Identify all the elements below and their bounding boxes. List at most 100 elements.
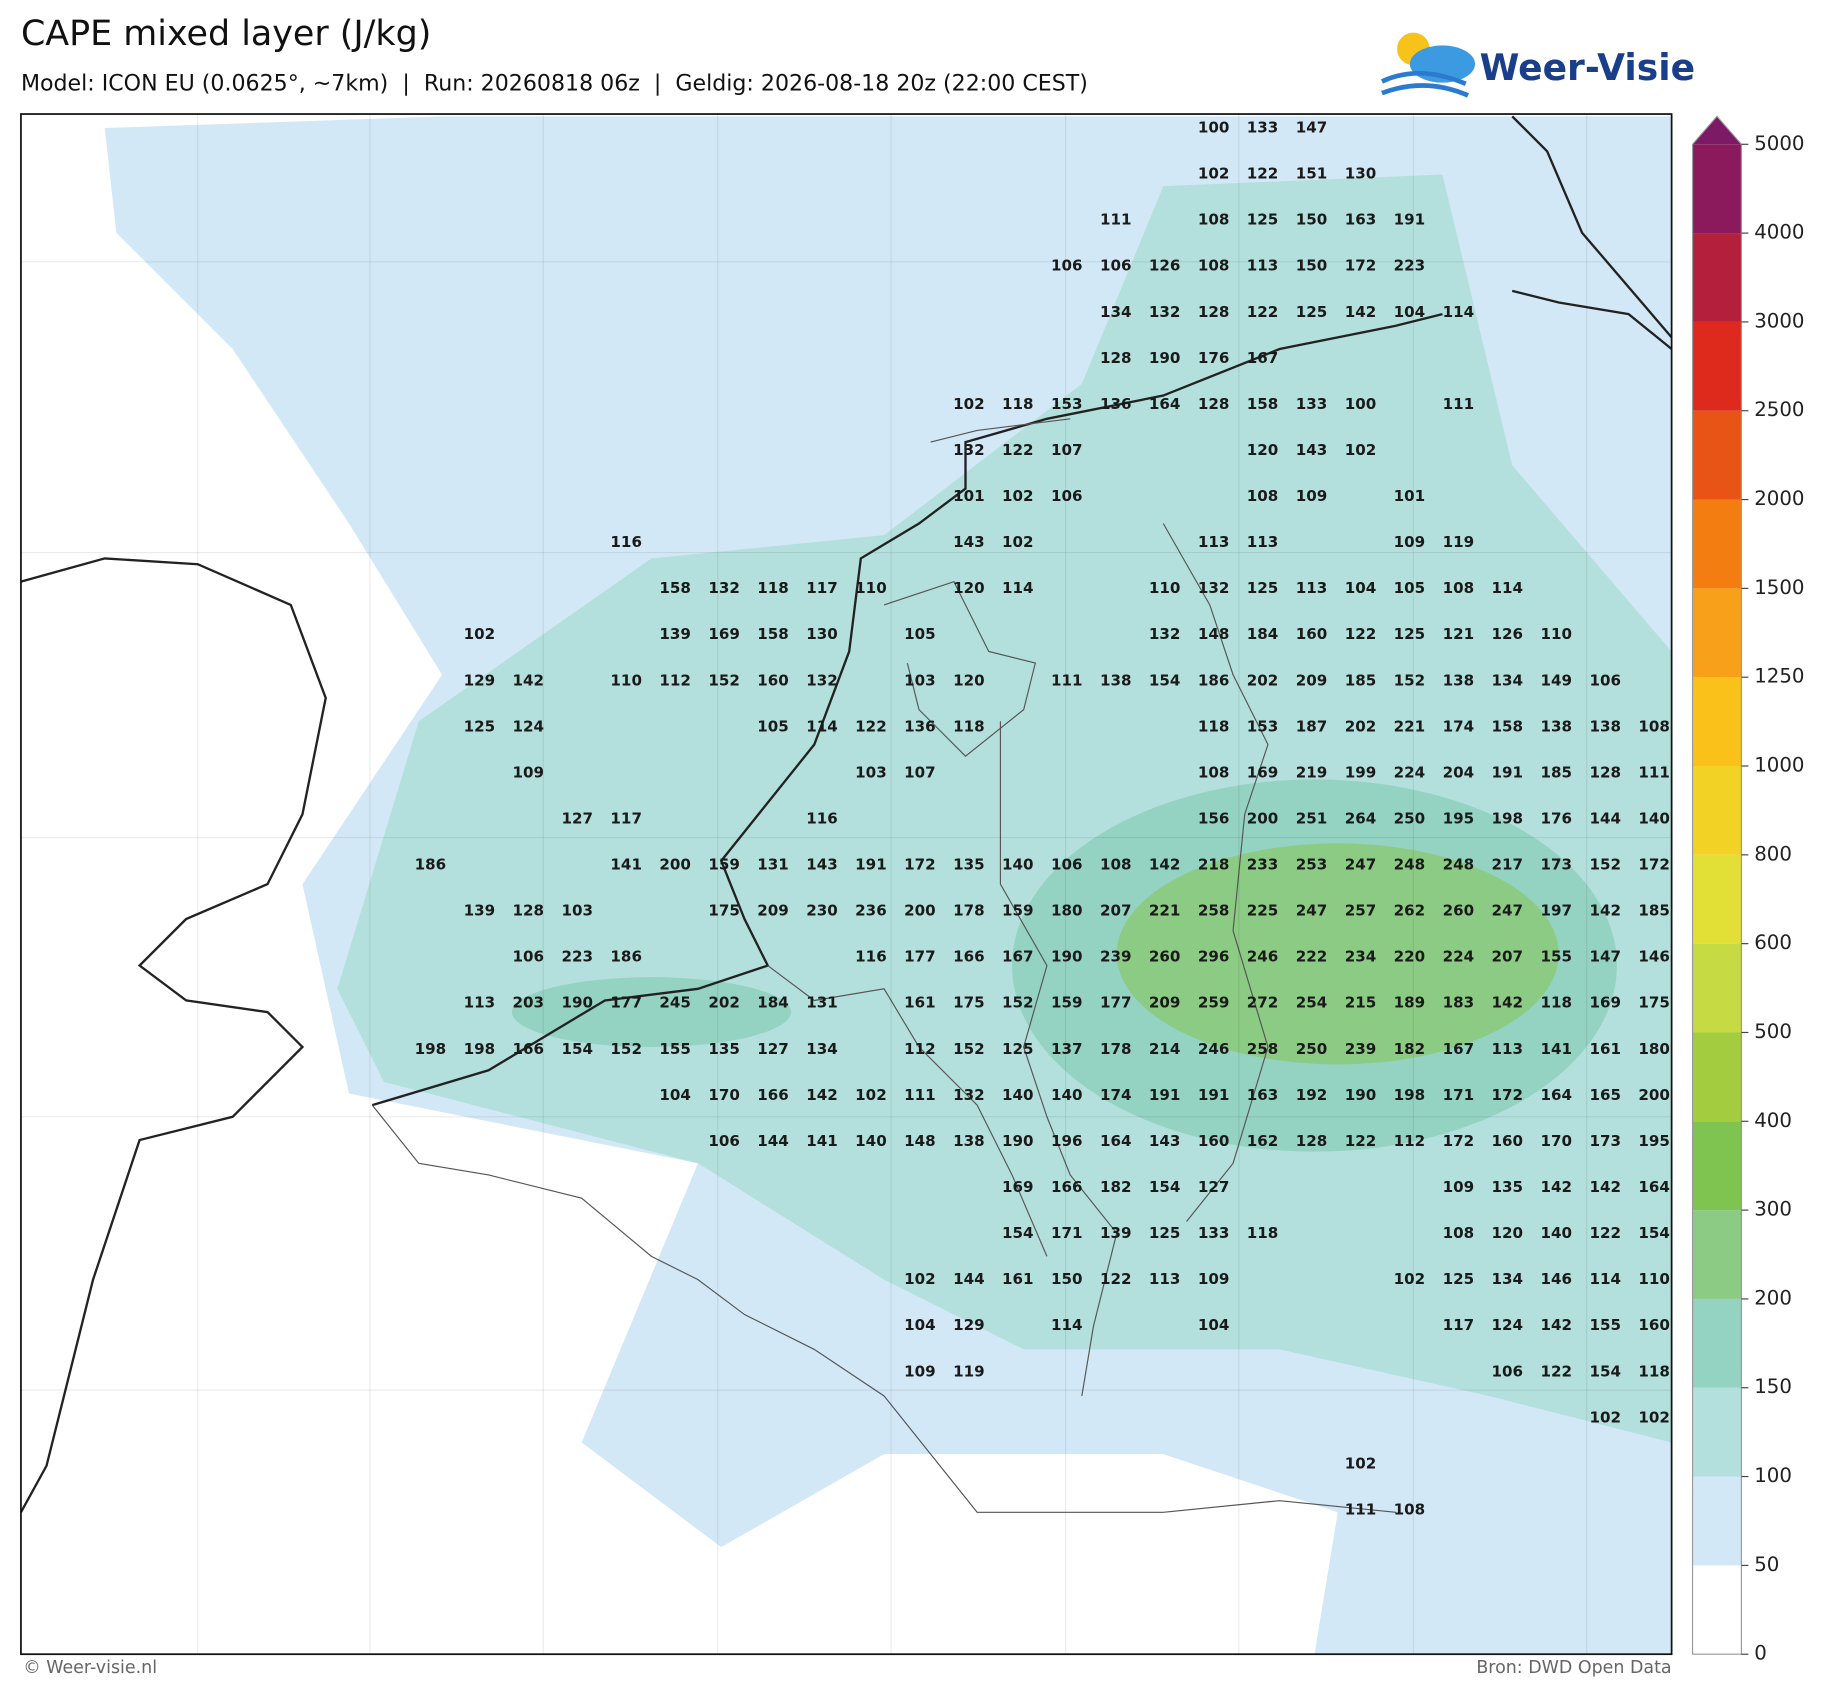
value-label: 158 [659,579,691,597]
value-label: 178 [1100,1040,1132,1058]
colorbar-band [1692,1387,1742,1477]
value-label: 126 [1492,625,1524,643]
value-label: 125 [1247,579,1279,597]
colorbar-band [1692,144,1742,234]
value-label: 132 [953,1086,985,1104]
value-label: 214 [1149,1040,1181,1058]
value-label: 248 [1394,856,1426,874]
value-label: 144 [953,1270,985,1288]
value-label: 186 [415,856,447,874]
value-label: 100 [1345,395,1377,413]
value-label: 108 [1100,856,1132,874]
value-label: 233 [1247,856,1279,874]
value-label: 171 [1443,1086,1475,1104]
value-label: 104 [1198,1316,1230,1334]
value-label: 254 [1296,994,1328,1012]
value-label: 230 [806,902,838,920]
value-label: 234 [1345,948,1377,966]
value-label: 132 [953,441,985,459]
value-label: 128 [1100,349,1132,367]
value-label: 127 [561,809,593,827]
value-label: 125 [1296,303,1328,321]
colorbar-band [1692,410,1742,500]
value-label: 177 [904,948,936,966]
value-label: 186 [1198,671,1230,689]
value-label: 133 [1198,1224,1230,1242]
value-label: 150 [1051,1270,1083,1288]
value-label: 125 [1394,625,1426,643]
value-label: 142 [1589,902,1621,920]
value-label: 172 [1492,1086,1524,1104]
value-label: 143 [1296,441,1328,459]
value-label: 195 [1443,809,1475,827]
value-label: 111 [1638,763,1670,781]
value-label: 120 [953,579,985,597]
value-label: 207 [1100,902,1132,920]
value-label: 101 [953,487,985,505]
value-label: 177 [1100,994,1132,1012]
value-label: 190 [1149,349,1181,367]
value-label: 147 [1589,948,1621,966]
value-label: 125 [1247,211,1279,229]
value-label: 103 [904,671,936,689]
colorbar-tick-label: 600 [1754,931,1792,954]
colorbar-frame [1691,115,1742,1655]
value-label: 106 [1051,487,1083,505]
value-label: 147 [1296,119,1328,137]
value-label: 195 [1638,1132,1670,1150]
value-label: 122 [1540,1362,1572,1380]
value-label: 175 [1638,994,1670,1012]
value-label: 122 [1345,1132,1377,1150]
value-label: 218 [1198,856,1230,874]
value-label: 164 [1100,1132,1132,1150]
value-label: 191 [1198,1086,1230,1104]
value-label: 191 [1149,1086,1181,1104]
value-label: 129 [464,671,496,689]
value-label: 169 [1002,1178,1034,1196]
value-label: 136 [1100,395,1132,413]
value-label: 134 [1100,303,1132,321]
value-label: 142 [1492,994,1524,1012]
value-label: 121 [1443,625,1475,643]
cape-area [511,977,792,1047]
value-label: 102 [1345,441,1377,459]
value-label: 221 [1149,902,1181,920]
value-label: 108 [1198,257,1230,275]
value-label: 224 [1443,948,1475,966]
map: 100 133 147 102 122 151 130 111 108 125 150 163 191 1… [19,113,1673,1656]
cape-area [1116,843,1559,1065]
colorbar-band [1692,321,1742,411]
value-label: 160 [1492,1132,1524,1150]
value-label: 127 [1198,1178,1230,1196]
value-label: 164 [1149,395,1181,413]
value-label: 296 [1198,948,1230,966]
value-label: 120 [953,671,985,689]
value-label: 140 [1002,856,1034,874]
value-label: 172 [904,856,936,874]
value-label: 169 [708,625,740,643]
value-label: 112 [1394,1132,1426,1150]
value-label: 113 [1247,533,1279,551]
value-label: 199 [1345,763,1377,781]
value-label: 136 [904,717,936,735]
value-label: 119 [953,1362,985,1380]
value-label: 142 [513,671,545,689]
value-label: 198 [464,1040,496,1058]
colorbar-band [1692,499,1742,589]
value-label: 122 [1247,165,1279,183]
colorbar-tick-label: 500 [1754,1020,1792,1043]
value-label: 175 [708,902,740,920]
colorbar-tick-label: 300 [1754,1198,1792,1221]
value-label: 102 [1345,1454,1377,1472]
value-label: 132 [1149,303,1181,321]
value-label: 196 [1051,1132,1083,1150]
value-label: 106 [1589,671,1621,689]
value-label: 105 [1394,579,1426,597]
colorbar-tick-label: 200 [1754,1286,1792,1309]
logo-waves [1380,71,1469,98]
value-label: 139 [1100,1224,1132,1242]
value-label: 185 [1540,763,1572,781]
value-label: 154 [561,1040,593,1058]
value-label: 104 [1345,579,1377,597]
